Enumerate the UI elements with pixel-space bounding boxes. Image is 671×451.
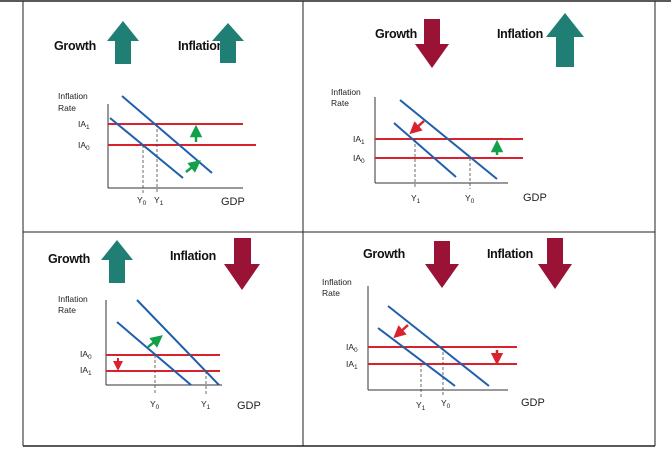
inflation-down-arrow-icon [538, 238, 572, 289]
y1-tick-label: Y1 [201, 399, 211, 411]
y-axis-label: Inflation [58, 294, 88, 304]
ia0-tick-label: IA0 [80, 349, 92, 361]
ad1-line [393, 122, 457, 178]
ad1-line [121, 95, 213, 174]
ia1-tick-label: IA1 [80, 365, 92, 377]
inflation-up-arrow-icon [212, 23, 244, 63]
ia1-tick-label: IA1 [78, 119, 90, 131]
ia0-tick-label: IA0 [353, 153, 365, 165]
y-axis-label: Inflation [58, 91, 88, 101]
growth-down-arrow-icon [425, 241, 459, 288]
panel-bottom-left: Growth Inflation Inflation Rate IA0 IA1 … [48, 238, 261, 412]
y-axis-label-2: Rate [331, 98, 349, 108]
inflation-label: Inflation [170, 249, 216, 263]
y1-tick-label: Y1 [416, 400, 426, 412]
x-axis-label: GDP [521, 397, 545, 409]
ad0-line [387, 305, 490, 387]
y-axis-label: Inflation [331, 87, 361, 97]
ia0-tick-label: IA0 [78, 140, 90, 152]
growth-label: Growth [375, 27, 417, 41]
growth-label: Growth [54, 39, 96, 53]
inflation-up-arrow-icon [546, 13, 584, 67]
x-axis-label: GDP [221, 196, 245, 208]
y1-tick-label: Y1 [411, 193, 421, 205]
ad0-line [399, 99, 498, 180]
ad-shift-left-arrow-icon [393, 324, 409, 339]
ad-shift-right-arrow-icon [147, 335, 163, 348]
ad-shift-right-arrow-icon [185, 160, 201, 173]
ad-shift-left-arrow-icon [409, 120, 425, 135]
ad1-line [136, 299, 220, 386]
panel-top-left: Growth Inflation Inflation Rate IA1 IA0 … [54, 21, 256, 208]
x-axis-label: GDP [523, 192, 547, 204]
panel-top-right: Growth Inflation Inflation Rate IA1 IA0 … [331, 13, 584, 205]
inflation-down-arrow-icon [224, 238, 260, 290]
y0-tick-label: Y0 [465, 193, 475, 205]
growth-down-arrow-icon [415, 19, 449, 68]
y-axis-label-2: Rate [58, 103, 76, 113]
y0-tick-label: Y0 [150, 399, 160, 411]
ia1-tick-label: IA1 [353, 134, 365, 146]
y1-tick-label: Y1 [154, 195, 164, 207]
panel-bottom-right: Growth Inflation Inflation Rate IA0 IA1 … [322, 238, 572, 412]
y0-tick-label: Y0 [441, 398, 451, 410]
inflation-label: Inflation [178, 39, 224, 53]
y-axis-label-2: Rate [58, 305, 76, 315]
ad0-line [116, 321, 192, 386]
growth-label: Growth [363, 247, 405, 261]
y-axis-label: Inflation [322, 277, 352, 287]
y-axis-label-2: Rate [322, 288, 340, 298]
ad1-line [377, 327, 456, 387]
x-axis-label: GDP [237, 400, 261, 412]
growth-up-arrow-icon [101, 240, 133, 283]
y0-tick-label: Y0 [137, 195, 147, 207]
growth-label: Growth [48, 252, 90, 266]
ia1-tick-label: IA1 [346, 359, 358, 371]
ad0-line [109, 117, 184, 179]
growth-up-arrow-icon [107, 21, 139, 64]
ia0-tick-label: IA0 [346, 342, 358, 354]
inflation-label: Inflation [497, 27, 543, 41]
inflation-label: Inflation [487, 247, 533, 261]
